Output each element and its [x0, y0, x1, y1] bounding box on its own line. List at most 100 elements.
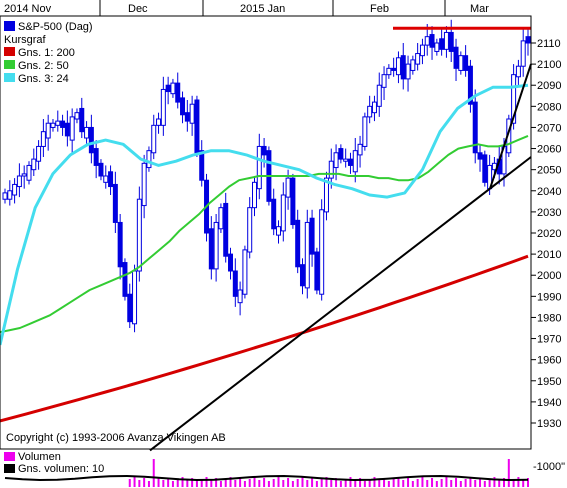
volume-bar [133, 477, 136, 487]
volume-bar [311, 478, 314, 487]
volume-bar [349, 477, 352, 487]
volume-bar [359, 478, 362, 487]
candle-body [333, 152, 339, 169]
candle-body [347, 158, 353, 166]
candle-body [160, 88, 166, 126]
y-tick-label: 2050 [537, 165, 561, 177]
candle-body [237, 289, 243, 304]
volume-bar [258, 480, 261, 487]
volume-bar [339, 481, 342, 487]
candle-body [232, 270, 238, 297]
volume-bar [138, 480, 141, 487]
candle-body [443, 31, 449, 50]
candle-body [304, 221, 310, 289]
volume-bar [325, 477, 328, 487]
volume-bar [387, 481, 390, 487]
volume-bar [287, 478, 290, 487]
candle-body [391, 67, 397, 71]
candle-body [69, 116, 75, 141]
ma-label: Gns. 1: 200 [18, 47, 75, 59]
candle-body [199, 150, 205, 181]
volume-swatch [4, 452, 15, 461]
candle-body [357, 143, 363, 156]
volume-bar [459, 481, 462, 487]
candle-body [79, 107, 85, 133]
candle-body [60, 120, 66, 128]
volume-bar [416, 479, 419, 487]
series-swatch [4, 21, 15, 31]
candle-body [290, 177, 296, 226]
candle-body [16, 175, 22, 188]
legend-heading: Kursgraf [4, 34, 47, 46]
volume-bar [464, 479, 467, 487]
candle-body [74, 112, 80, 120]
volume-bar [431, 478, 434, 487]
volume-label: Volumen [18, 451, 61, 463]
volume-bar [147, 481, 150, 487]
candle-body [108, 171, 114, 188]
volume-bar [315, 481, 318, 487]
candle-body [256, 145, 262, 190]
month-label: 2015 Jan [240, 3, 285, 15]
y-tick-label: 2020 [537, 228, 561, 240]
volume-bar [210, 480, 213, 487]
candle-body [242, 249, 248, 295]
y-tick-label: 2070 [537, 122, 561, 134]
candle-body [362, 116, 368, 147]
month-label: Feb [370, 3, 389, 15]
candle-body [84, 126, 90, 139]
y-tick-label: 2030 [537, 207, 561, 219]
candle-body [50, 122, 56, 128]
volume-bar [527, 478, 529, 487]
candle-body [482, 154, 488, 183]
candle-body [328, 160, 334, 179]
candle-body [458, 55, 464, 71]
y-tick-label: 2010 [537, 249, 561, 261]
candle-body [338, 148, 344, 160]
candle-body [21, 173, 27, 177]
volume-bar [517, 477, 520, 487]
candle-body [247, 207, 253, 253]
candle-body [299, 264, 305, 287]
series-name: S&P-500 (Dag) [18, 21, 93, 33]
volume-bar [373, 477, 376, 487]
volume-bar [200, 479, 203, 487]
candle-body [31, 158, 37, 171]
volume-bar [224, 479, 227, 487]
candle-body [415, 53, 421, 65]
candle-body [429, 34, 435, 48]
y-tick-label: 2080 [537, 101, 561, 113]
candle-body [228, 253, 234, 272]
candle-body [424, 36, 430, 46]
volume-bar [301, 477, 304, 487]
candle-body [98, 162, 104, 177]
ma-label: Gns. 2: 50 [18, 60, 69, 72]
candle-body [367, 105, 373, 118]
candle-body [36, 145, 42, 162]
volume-bar [195, 481, 198, 487]
candle-body [156, 118, 162, 126]
candle-body [376, 84, 382, 107]
candle-body [184, 112, 190, 122]
volume-bar [397, 477, 400, 487]
candle-body [477, 152, 483, 160]
ma200-line [0, 254, 529, 423]
volume-bar [421, 477, 424, 487]
volume-bar [152, 459, 155, 487]
copyright-text: Copyright (c) 1993-2006 Avanza Vikingen … [6, 432, 226, 444]
volume-bar [296, 479, 299, 487]
volume-bar [320, 479, 323, 487]
y-tick-label: 1940 [537, 397, 561, 409]
volume-bar [282, 480, 285, 487]
ma50-line [0, 134, 529, 334]
volume-bar [498, 480, 501, 487]
candle-body [405, 63, 411, 80]
candle-body [170, 82, 176, 95]
volume-bar [277, 477, 280, 487]
volume-bar [522, 480, 525, 487]
candle-body [55, 120, 61, 126]
volume-bar [363, 481, 366, 487]
volume-bar [291, 481, 294, 487]
